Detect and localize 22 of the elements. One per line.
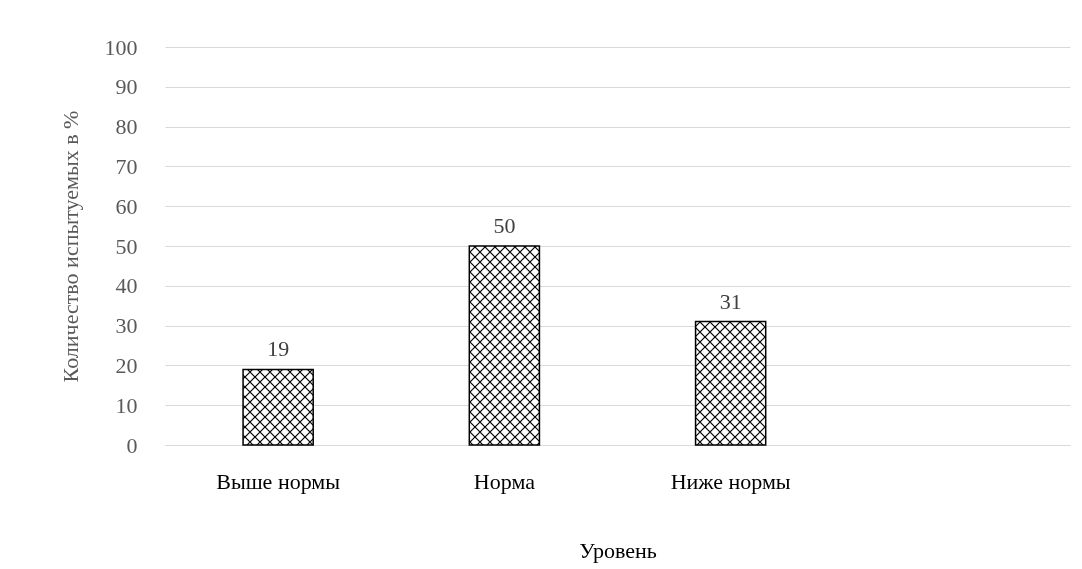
y-tick-label: 90: [115, 74, 138, 100]
x-tick-label: Выше нормы: [216, 468, 341, 494]
y-tick-label: 80: [115, 114, 138, 140]
y-tick-label: 40: [115, 273, 138, 299]
bar: [242, 368, 314, 446]
data-label: 31: [719, 288, 742, 314]
y-axis-title: Количество испытуемых в %: [57, 110, 83, 383]
y-tick-label: 30: [115, 313, 138, 339]
y-tick-label: 20: [115, 352, 138, 378]
bar: [468, 245, 541, 446]
y-tick-label: 0: [126, 432, 138, 458]
data-label: 50: [493, 213, 516, 238]
y-tick-label: 70: [115, 153, 138, 179]
y-tick-label: 50: [115, 233, 138, 259]
x-tick-label: Норма: [473, 468, 536, 494]
x-tick-label: Ниже нормы: [670, 468, 791, 494]
bar: [694, 320, 767, 446]
y-tick-label: 100: [104, 34, 138, 60]
x-axis-title: Уровень: [579, 537, 657, 563]
y-tick-label: 60: [115, 193, 138, 219]
data-label: 19: [267, 336, 290, 362]
y-tick-label: 10: [115, 392, 138, 418]
